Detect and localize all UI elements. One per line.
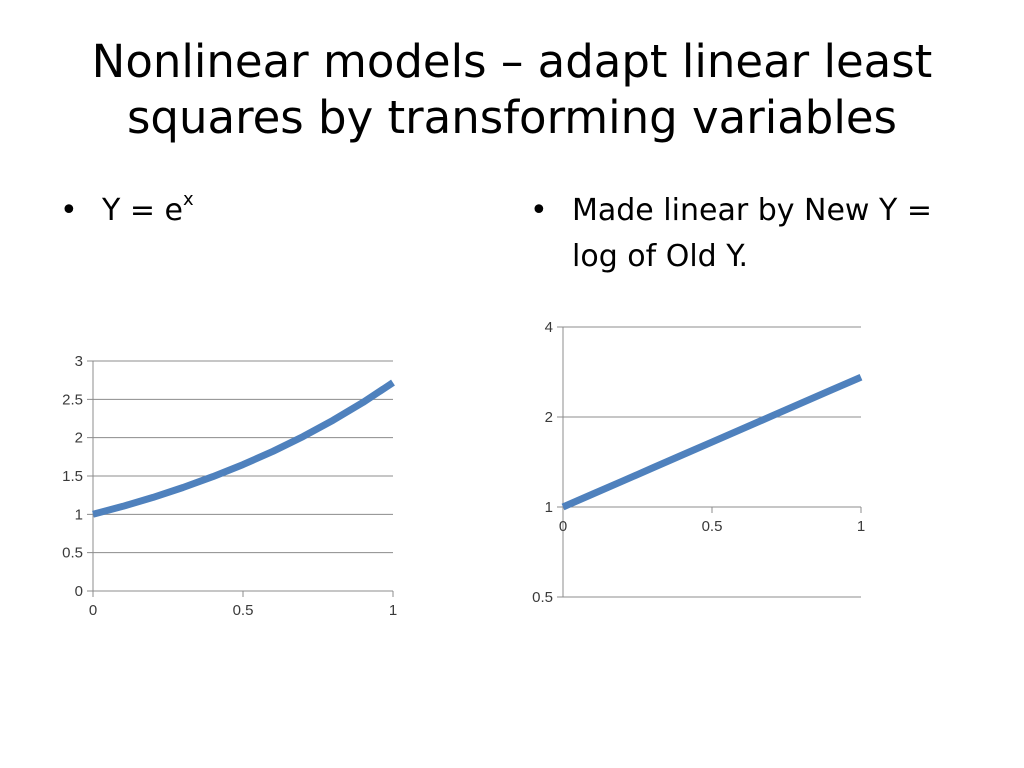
y-tick-label: 2 — [545, 409, 553, 426]
bullet-marker: • — [530, 193, 548, 228]
equation-base: Y = e — [102, 193, 183, 228]
y-tick-label: 1 — [75, 506, 83, 523]
x-tick-label: 1 — [389, 602, 397, 619]
y-tick-label: 4 — [545, 319, 553, 336]
y-tick-label: 1.5 — [62, 468, 83, 485]
x-tick-label: 0.5 — [233, 602, 254, 619]
log-scale-chart: 0.5 1 2 4 0 0.5 1 — [532, 319, 865, 606]
series-line — [561, 373, 863, 511]
slide-title-line-2: squares by transforming variables — [126, 91, 898, 144]
y-tick-label: 3 — [75, 353, 83, 370]
y-tick-label: 0 — [75, 583, 83, 600]
bullet-marker: • — [60, 193, 78, 228]
x-tick-label: 0.5 — [702, 518, 723, 535]
x-tick-label: 0 — [89, 602, 97, 619]
y-tick-label: 0.5 — [532, 589, 553, 606]
bullet-log-transform: • Made linear by New Y = log of Old Y. — [530, 188, 980, 280]
bullet-line-1: Made linear by New Y = — [572, 193, 932, 228]
exponential-chart: 0 0.5 1 1.5 2 2.5 3 0 0.5 1 — [62, 353, 397, 619]
y-tick-label: 2 — [75, 430, 83, 447]
bullet-line-2: log of Old Y. — [572, 239, 749, 274]
y-tick-label: 1 — [545, 499, 553, 516]
slide-title: Nonlinear models – adapt linear least sq… — [40, 34, 984, 146]
bullet-text: Made linear by New Y = log of Old Y. — [530, 188, 980, 280]
y-tick-label: 0.5 — [62, 545, 83, 562]
bullet-text: Y = ex — [60, 188, 460, 234]
y-tick-label: 2.5 — [62, 391, 83, 408]
slide-title-line-1: Nonlinear models – adapt linear least — [91, 35, 933, 88]
bullet-exponential: • Y = ex — [60, 188, 460, 234]
x-tick-label: 0 — [559, 518, 567, 535]
series-line — [92, 379, 395, 518]
equation-exponent: x — [183, 189, 194, 210]
x-tick-label: 1 — [857, 518, 865, 535]
